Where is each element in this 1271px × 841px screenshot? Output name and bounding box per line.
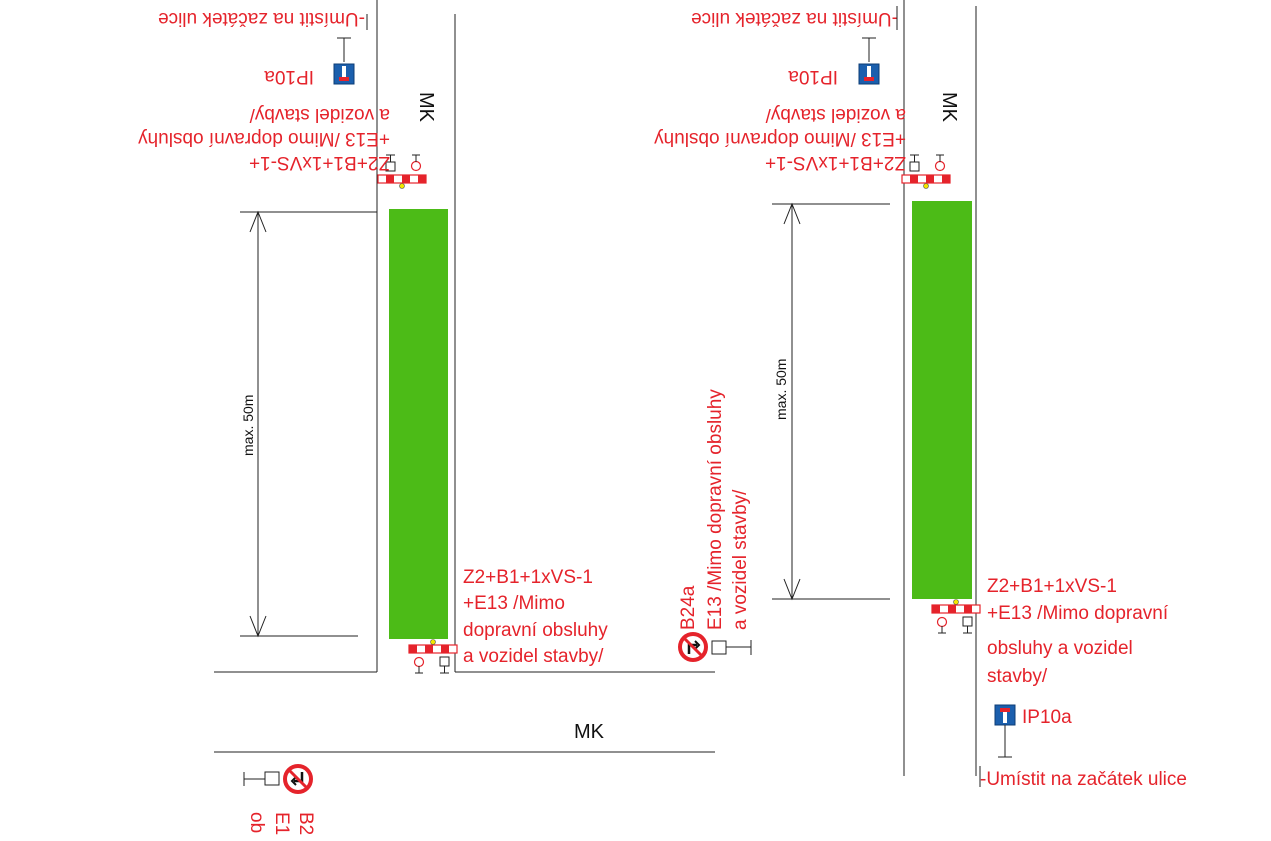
left-top-dead-end-sign-icon bbox=[333, 63, 355, 85]
left-bottom-sign-line-3: dopravní obsluhy bbox=[463, 620, 608, 641]
b24a-text-line-2: a vozidel stavby/ bbox=[730, 489, 751, 630]
right-bottom-dead-end-sign-icon bbox=[994, 704, 1016, 726]
left-top-sign-line-1: Z2+B1+1xVS-1+ bbox=[249, 152, 390, 173]
bottom-left-text-3: ob bbox=[246, 812, 267, 833]
right-top-annotation: Z2+B1+1xVS-1+ +E13 /Mimo dopravní obsluh… bbox=[649, 8, 906, 173]
b24a-no-turn-sign-icon bbox=[678, 632, 708, 662]
left-bottom-sign-line-4: a vozidel stavby/ bbox=[463, 646, 604, 667]
right-dimension: max. 50m bbox=[772, 202, 890, 601]
right-bottom-annotation: Z2+B1+1xVS-1 +E13 /Mimo dopravní obsluhy… bbox=[987, 576, 1173, 687]
right-dimension-label: max. 50m bbox=[773, 359, 789, 420]
right-bottom-ip-label: IP10a bbox=[1022, 707, 1072, 728]
svg-text:Z2+B1+1xVS-1+ +E13 /Mimo: Z2+B1+1xVS-1+ +E13 /Mimo dopravní obsluh… bbox=[133, 104, 390, 173]
right-street bbox=[903, 0, 977, 776]
right-top-sign-line-2: +E13 /Mimo dopravní obsluhy bbox=[654, 128, 906, 149]
right-street-label: MK bbox=[938, 92, 960, 123]
left-top-annotation: Z2+B1+1xVS-1+ +E13 /Mimo dopravní obsluh… bbox=[133, 8, 390, 173]
bottom-left-no-turn-sign-icon bbox=[283, 764, 313, 794]
right-top-barrier-icon bbox=[901, 154, 951, 190]
left-construction-zone bbox=[389, 209, 448, 639]
right-top-sign-line-1: Z2+B1+1xVS-1+ bbox=[765, 152, 906, 173]
bottom-left-sign: B2 E1 ob bbox=[243, 764, 316, 835]
left-bottom-barrier-icon bbox=[408, 638, 458, 674]
bottom-left-text-2: E1 bbox=[271, 812, 292, 835]
left-dimension: max. 50m bbox=[240, 210, 377, 638]
left-street bbox=[214, 0, 715, 753]
right-top-sign-line-3: a vozidel stavby/ bbox=[765, 104, 906, 125]
left-top-ip-label: IP10a bbox=[264, 66, 314, 87]
b24a-label: B24a bbox=[678, 585, 699, 630]
right-top-dead-end-sign-icon bbox=[858, 63, 880, 85]
left-bottom-annotation: Z2+B1+1xVS-1 +E13 /Mimo dopravní obsluhy… bbox=[463, 567, 613, 667]
right-bottom-note: -Umístit na začátek ulice bbox=[980, 769, 1187, 790]
left-bottom-sign-line-1: Z2+B1+1xVS-1 bbox=[463, 567, 593, 588]
bottom-left-text-1: B2 bbox=[295, 812, 316, 835]
right-construction-zone bbox=[912, 201, 972, 599]
left-top-sign-line-2: +E13 /Mimo dopravní obsluhy bbox=[138, 128, 390, 149]
right-bottom-sign-line-1: Z2+B1+1xVS-1 bbox=[987, 576, 1117, 597]
right-bottom-sign-line-3: obsluhy a vozidel bbox=[987, 638, 1133, 659]
right-bottom-sign-line-4: stavby/ bbox=[987, 666, 1048, 687]
right-top-ip-label: IP10a bbox=[788, 66, 838, 87]
left-top-sign-line-3: a vozidel stavby/ bbox=[249, 104, 390, 125]
right-top-note: -Umístit na začátek ulice bbox=[691, 8, 898, 29]
left-street-label: MK bbox=[415, 92, 437, 123]
right-bottom-barrier-icon bbox=[931, 598, 981, 634]
b24a-text-line-1: E13 /Mimo dopravní obsluhy bbox=[705, 389, 726, 630]
left-dimension-label: max. 50m bbox=[240, 395, 256, 456]
right-bottom-sign-line-2: +E13 /Mimo dopravní bbox=[987, 603, 1169, 624]
svg-text:Z2+B1+1xVS-1+ +E13 /Mimo: Z2+B1+1xVS-1+ +E13 /Mimo dopravní obsluh… bbox=[649, 104, 906, 173]
b24a-sign-post bbox=[711, 640, 727, 655]
cross-street-label: MK bbox=[574, 721, 605, 743]
left-bottom-sign-line-2: +E13 /Mimo bbox=[463, 593, 565, 614]
left-top-note: -Umístit na začátek ulice bbox=[158, 8, 365, 29]
